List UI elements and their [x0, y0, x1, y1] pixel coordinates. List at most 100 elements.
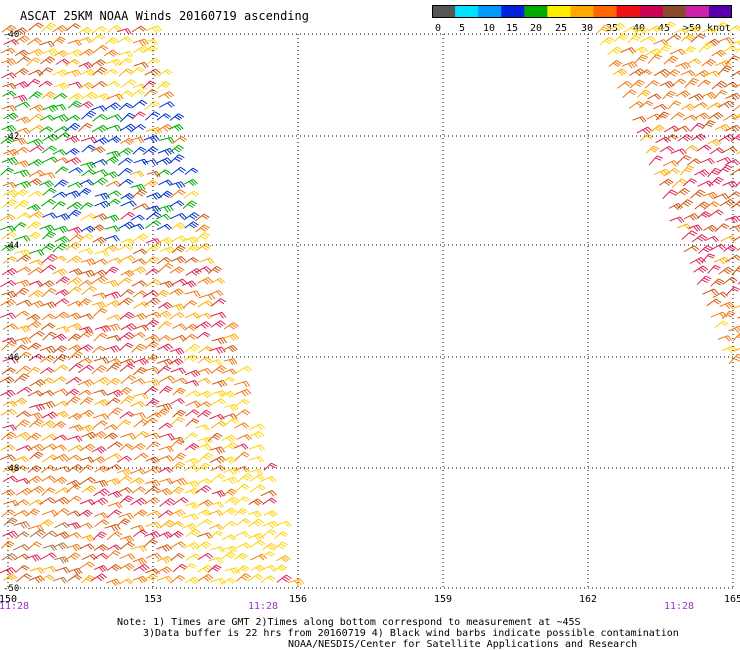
- wind-barb: [29, 451, 44, 460]
- wind-barb: [78, 37, 93, 44]
- wind-barb: [169, 154, 185, 164]
- wind-barb: [119, 311, 135, 320]
- wind-barb: [66, 479, 81, 488]
- wind-barb: [106, 334, 122, 342]
- wind-barb: [683, 213, 700, 221]
- wind-barb: [39, 519, 54, 527]
- wind-barb: [184, 221, 199, 229]
- wind-barb: [26, 508, 40, 517]
- wind-barb: [680, 33, 696, 42]
- wind-barb: [133, 430, 149, 440]
- legend-label-8: 40: [633, 23, 645, 34]
- wind-barb: [78, 364, 95, 374]
- wind-barb: [155, 289, 170, 298]
- wind-barb: [169, 486, 185, 496]
- legend-swatch-7: [593, 5, 618, 18]
- wind-barb: [157, 237, 174, 245]
- wind-barb: [104, 345, 121, 353]
- lat-lon-grid: [7, 33, 735, 589]
- wind-barb: [14, 499, 30, 507]
- wind-barb: [156, 575, 173, 583]
- wind-barb: [2, 256, 18, 264]
- wind-barb: [2, 464, 18, 473]
- wind-barb: [55, 276, 70, 284]
- wind-barb: [13, 397, 28, 406]
- wind-barb: [185, 418, 200, 427]
- wind-barb: [210, 320, 226, 328]
- wind-barb: [629, 68, 646, 77]
- wind-barb: [81, 574, 96, 584]
- wind-barb: [106, 58, 123, 67]
- lat-label-1: -42: [3, 132, 19, 142]
- wind-barb: [3, 573, 18, 581]
- wind-barb: [707, 138, 722, 147]
- wind-barb: [247, 431, 265, 439]
- wind-barb: [119, 562, 135, 571]
- wind-barb: [13, 27, 28, 35]
- wind-barb: [184, 390, 201, 398]
- wind-barb: [235, 565, 250, 573]
- wind-barb: [158, 422, 173, 430]
- wind-barb: [156, 566, 173, 574]
- wind-barb: [52, 191, 68, 198]
- wind-barb: [248, 444, 265, 452]
- wind-barb: [696, 144, 712, 152]
- wind-barb: [223, 344, 238, 353]
- wind-barb: [39, 390, 55, 397]
- wind-barb: [655, 111, 670, 121]
- wind-barb: [159, 519, 176, 529]
- wind-barb: [222, 368, 237, 375]
- wind-barb: [116, 518, 131, 527]
- wind-barb: [13, 521, 31, 529]
- wind-barb: [683, 245, 700, 253]
- wind-barb: [686, 25, 701, 33]
- wind-barb: [689, 189, 706, 199]
- wind-barb: [91, 431, 107, 439]
- wind-barb: [680, 165, 695, 176]
- wind-barb: [79, 543, 95, 550]
- wind-barb: [607, 46, 623, 55]
- wind-barb: [52, 268, 68, 276]
- wind-barb: [171, 377, 188, 385]
- wind-barb: [172, 497, 189, 506]
- wind-barb: [184, 290, 201, 298]
- wind-barb: [133, 529, 148, 537]
- wind-barb: [15, 325, 31, 333]
- wind-barb: [27, 158, 44, 167]
- wind-barb: [41, 91, 56, 99]
- wind-barb: [195, 213, 210, 222]
- wind-barb: [14, 81, 29, 89]
- wind-barb: [116, 455, 133, 463]
- wind-barb: [132, 146, 147, 155]
- wind-barb: [78, 248, 94, 255]
- legend-swatch-6: [570, 5, 595, 18]
- wind-barb: [41, 253, 58, 264]
- wind-barb: [16, 410, 31, 418]
- wind-barb: [67, 574, 83, 582]
- wind-barb: [68, 424, 84, 432]
- wind-barb: [730, 200, 740, 209]
- wind-barb: [103, 424, 119, 431]
- wind-barb: [156, 365, 172, 375]
- wind-barb: [67, 344, 83, 352]
- wind-barb: [159, 498, 176, 507]
- wind-barb: [104, 244, 119, 252]
- wind-barb: [91, 275, 109, 284]
- wind-barb: [1, 105, 17, 112]
- wind-barb: [41, 411, 59, 420]
- wind-barb: [118, 57, 133, 66]
- wind-barb: [185, 244, 200, 253]
- wind-barb: [3, 38, 19, 46]
- lat-label-0: -40: [3, 30, 19, 40]
- wind-barb: [1, 157, 19, 165]
- wind-barb: [662, 90, 677, 100]
- wind-barb: [714, 223, 730, 232]
- legend-label-4: 20: [530, 23, 542, 34]
- wind-barb: [722, 276, 738, 285]
- wind-barb: [662, 189, 678, 199]
- wind-barb: [629, 79, 645, 89]
- wind-barb: [707, 265, 721, 274]
- wind-barb: [130, 442, 146, 451]
- wind-barb: [197, 277, 213, 285]
- wind-barb: [90, 146, 106, 154]
